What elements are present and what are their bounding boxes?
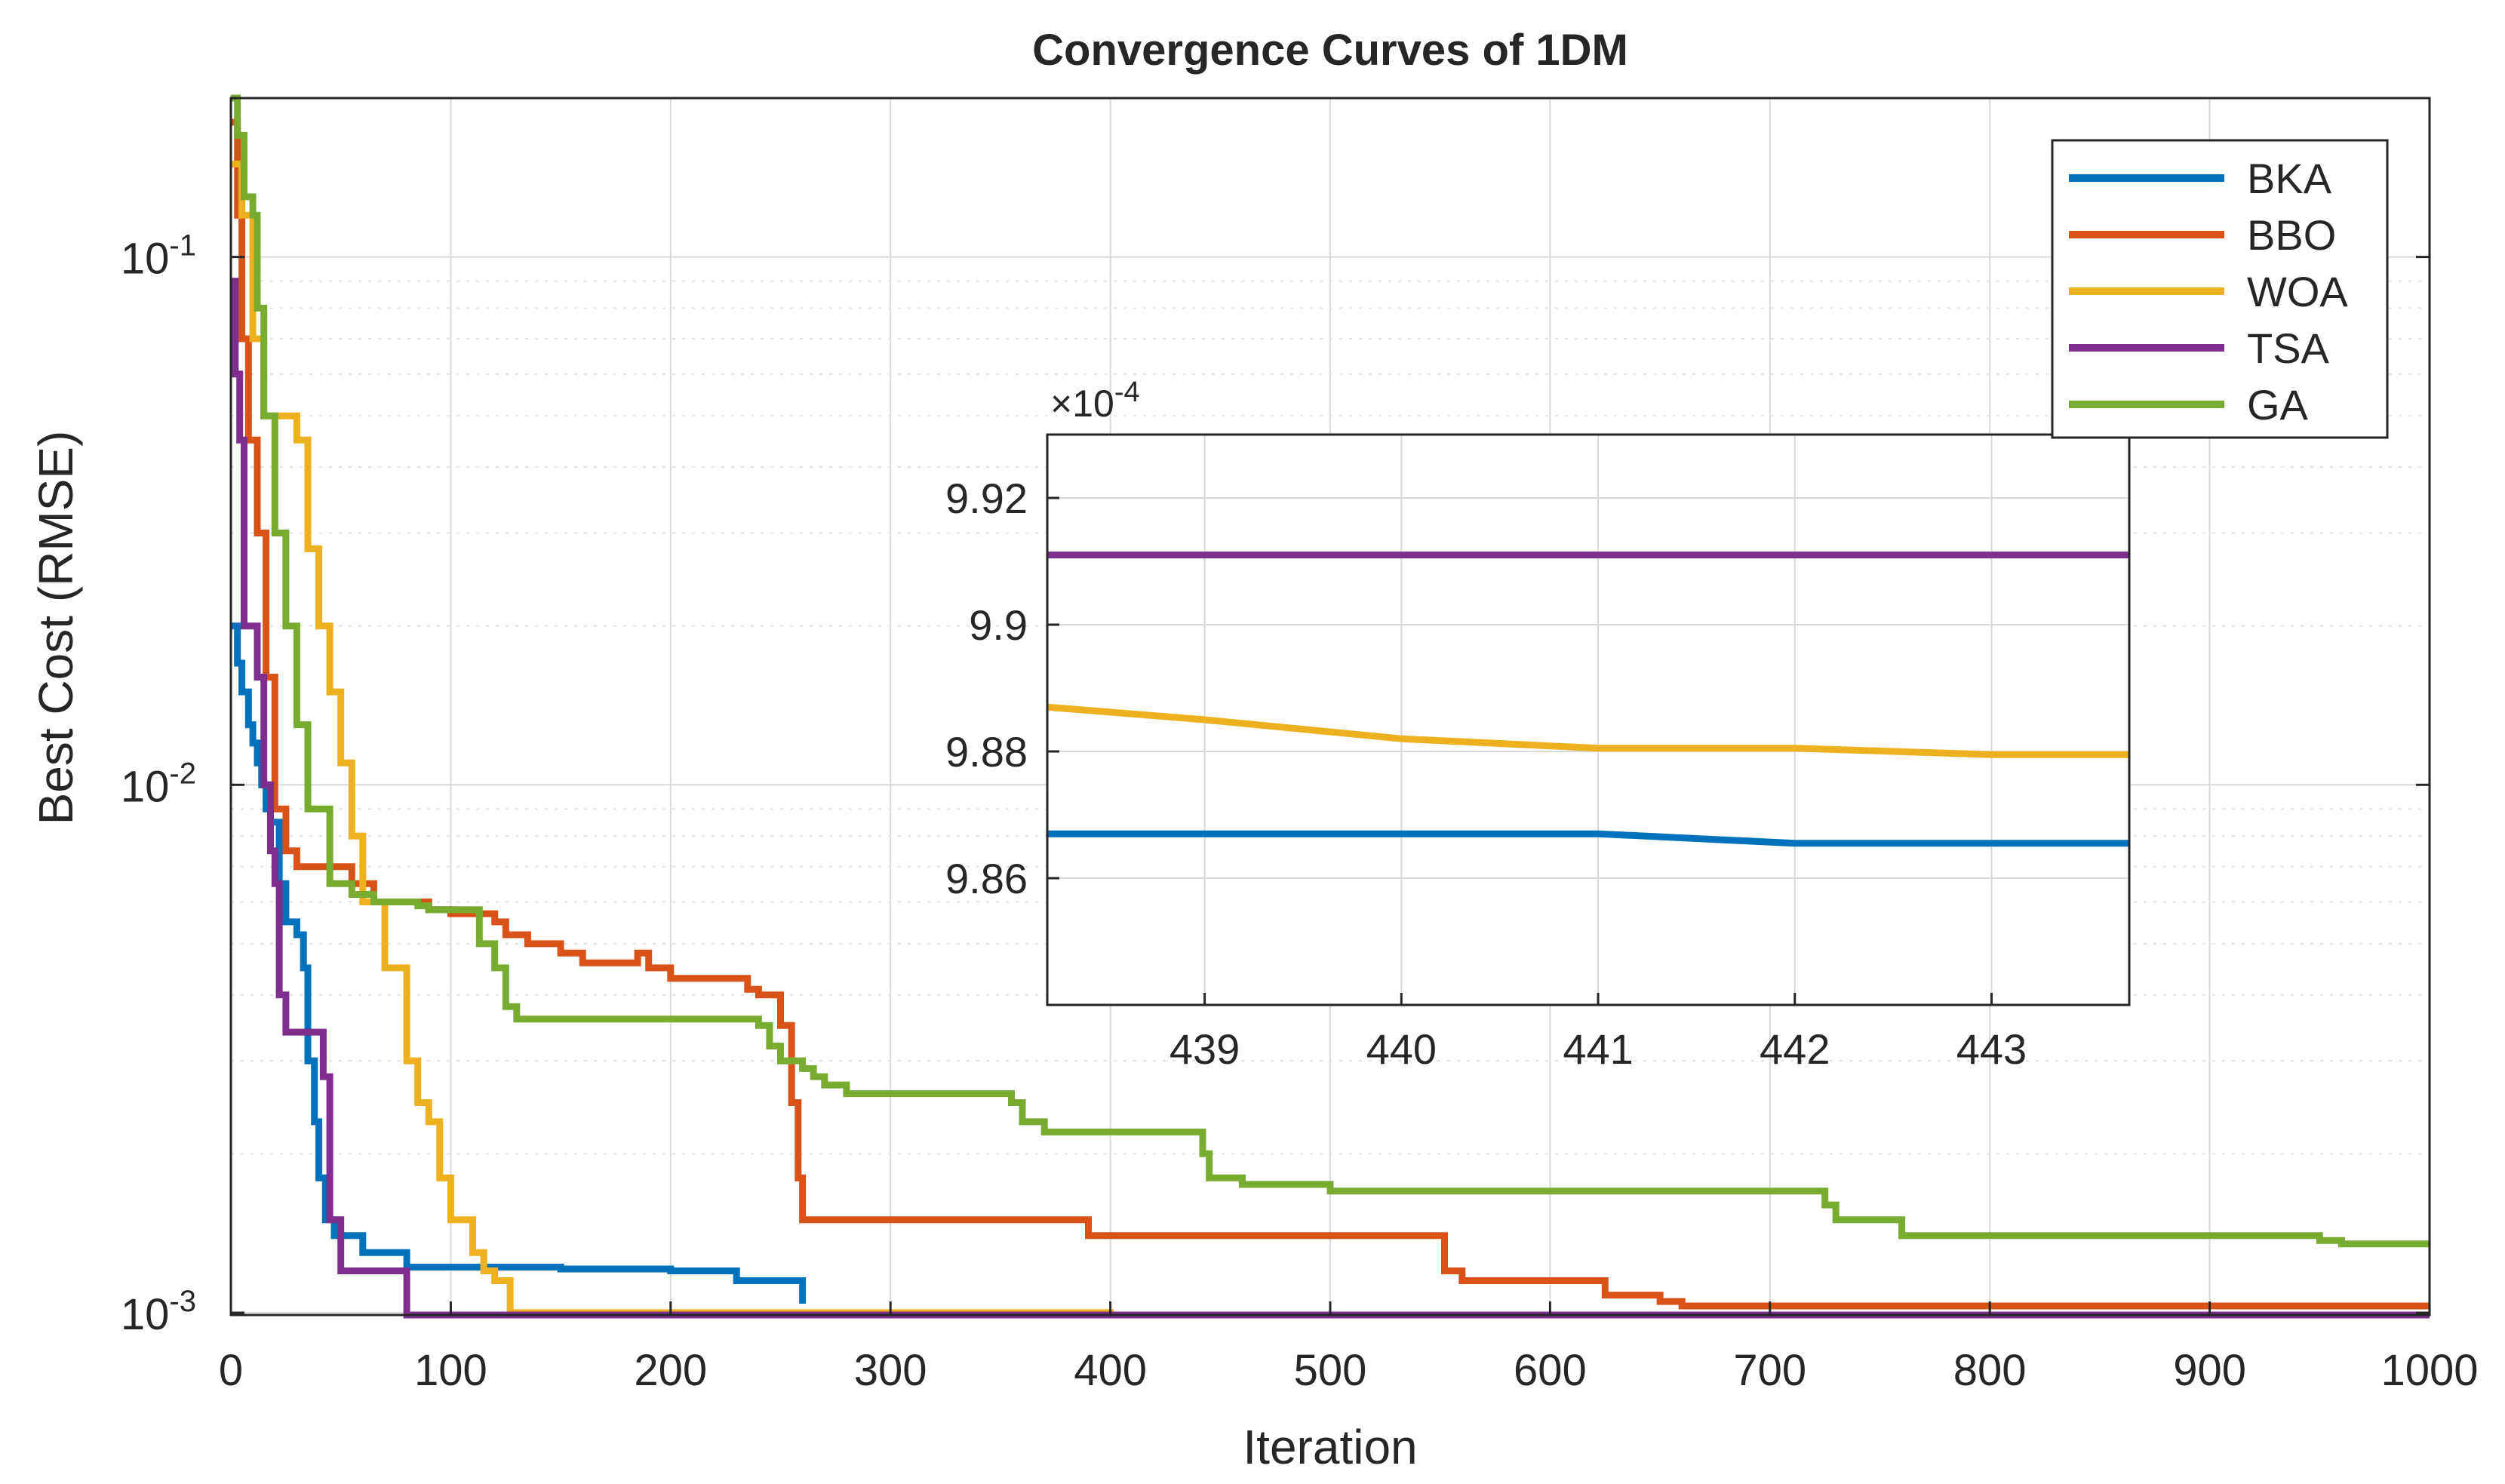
- inset-y-tick-label: 9.88: [945, 728, 1028, 776]
- legend-label-bka: BKA: [2247, 155, 2332, 202]
- inset-y-tick-label: 9.9: [969, 601, 1028, 649]
- y-tick-label: 10-2: [121, 757, 196, 811]
- inset-y-tick-label: 9.92: [945, 475, 1028, 522]
- x-tick-label: 600: [1514, 1346, 1587, 1395]
- series-line-bka: [231, 622, 807, 1304]
- main-series: [231, 94, 2430, 1319]
- series-line-tsa: [231, 278, 2430, 1319]
- inset-axes-box: [1046, 433, 2131, 1006]
- x-axis-label: Iteration: [1243, 1420, 1417, 1474]
- series-line-bbo: [231, 118, 2430, 1310]
- x-tick-label: 400: [1074, 1346, 1147, 1395]
- inset-y-tick-label: 9.86: [945, 855, 1028, 902]
- inset-x-tick-label: 442: [1760, 1025, 1830, 1073]
- legend: BKA BBO WOA TSA GA: [2051, 139, 2389, 439]
- inset-zoom-plot: 439 440 441 442 443 9.86 9.88 9.9 9.92 ×10-4: [945, 376, 2131, 1073]
- x-tick-label: 0: [219, 1346, 243, 1395]
- inset-x-tick-label: 440: [1366, 1025, 1437, 1073]
- legend-label-bbo: BBO: [2247, 211, 2336, 259]
- x-tick-label: 1000: [2381, 1346, 2478, 1395]
- series-line-ga: [231, 94, 2430, 1248]
- x-tick-label: 800: [1953, 1346, 2027, 1395]
- inset-x-tick-label: 443: [1956, 1025, 2027, 1073]
- chart-title: Convergence Curves of 1DM: [1032, 26, 1628, 75]
- inset-exponent-label: ×10-4: [1050, 376, 1140, 425]
- inset-x-tick-label: 439: [1170, 1025, 1240, 1073]
- inset-series-line-woa: [1047, 703, 2129, 758]
- x-tick-label: 300: [854, 1346, 927, 1395]
- legend-label-ga: GA: [2247, 381, 2309, 429]
- y-tick-label: 10-1: [121, 229, 196, 284]
- x-tick-label: 200: [634, 1346, 707, 1395]
- x-tick-label: 500: [1294, 1346, 1367, 1395]
- legend-label-woa: WOA: [2247, 268, 2348, 315]
- inset-x-tick-label: 441: [1563, 1025, 1633, 1073]
- x-tick-label: 900: [2173, 1346, 2246, 1395]
- main-ticks: 0 100 200 300 400 500 600 700 800 900 1000 10-1 10-2…: [121, 229, 2479, 1395]
- y-tick-label: 10-3: [121, 1285, 196, 1339]
- y-axis-label: Best Cost (RMSE): [29, 431, 83, 825]
- inset-series-line-bka: [1047, 830, 2129, 847]
- legend-label-tsa: TSA: [2247, 324, 2330, 372]
- series-line-woa: [231, 160, 1114, 1317]
- x-tick-label: 700: [1733, 1346, 1806, 1395]
- x-tick-label: 100: [414, 1346, 487, 1395]
